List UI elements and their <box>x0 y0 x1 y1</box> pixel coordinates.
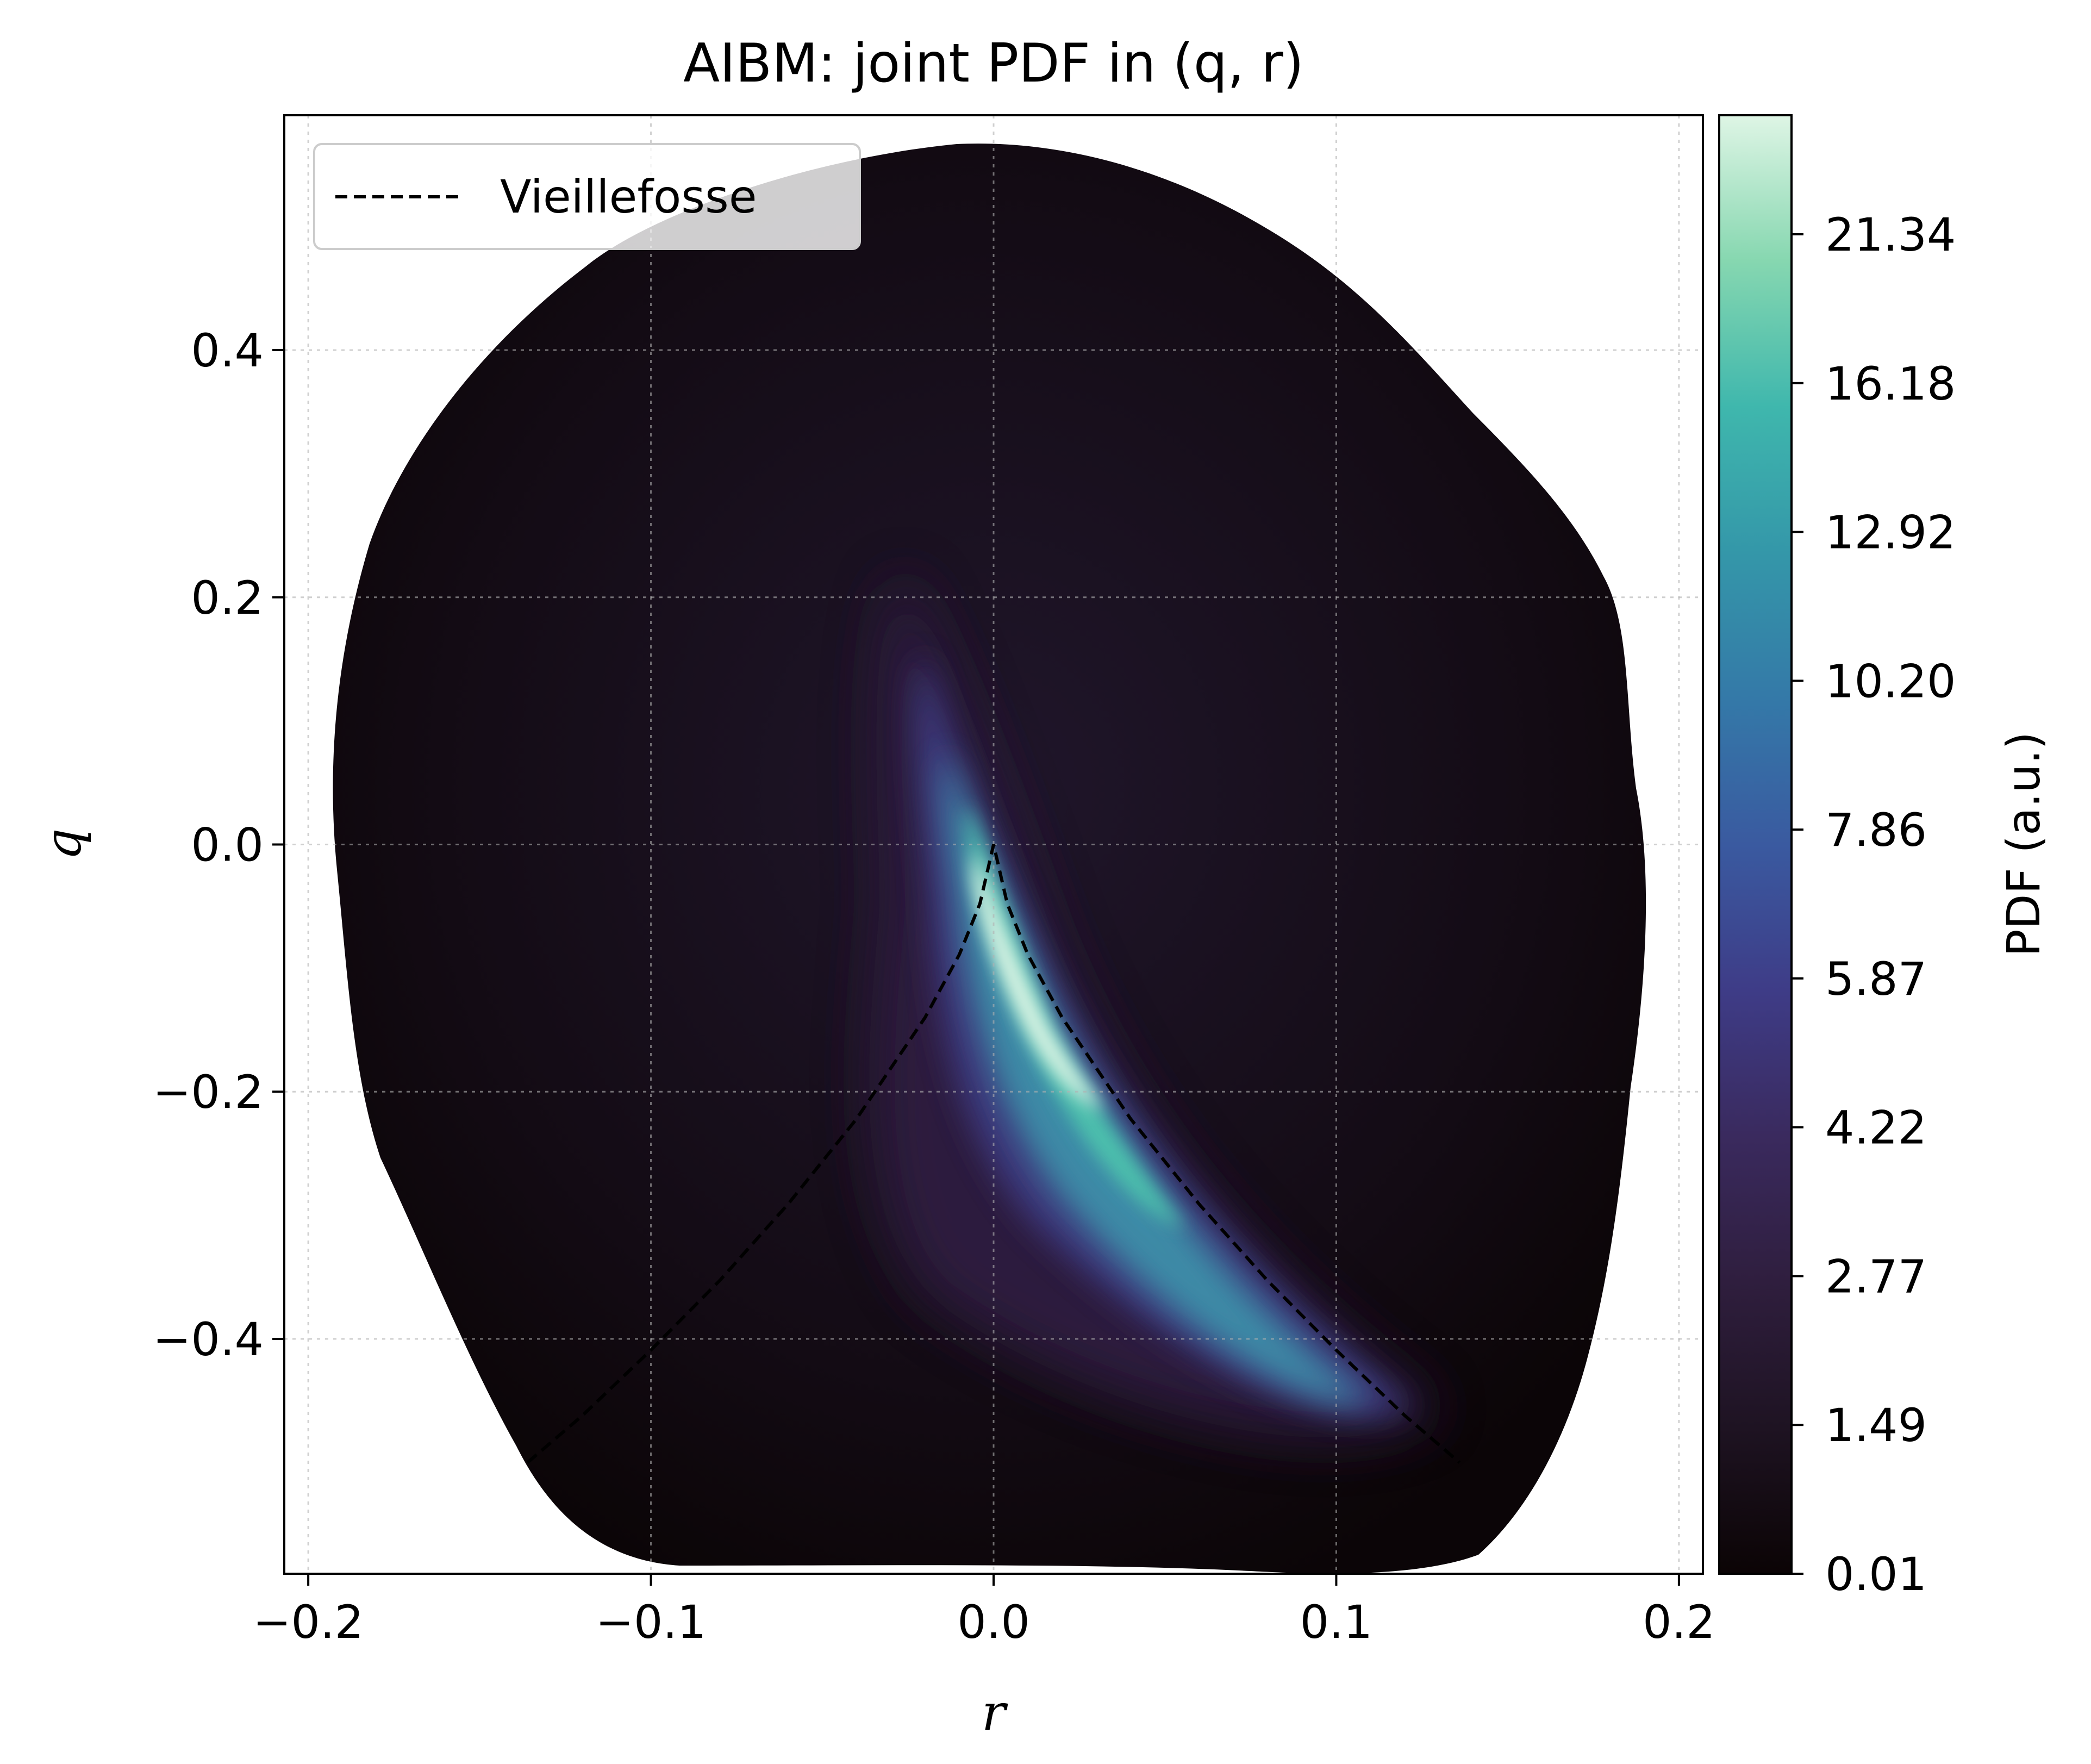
colorbar-tick-label: 12.92 <box>1825 506 1956 559</box>
density-field <box>333 144 1646 1574</box>
chart-title: AIBM: joint PDF in (q, r) <box>683 33 1304 95</box>
legend-entry-label: Vieillefosse <box>500 170 757 223</box>
y-axis-label: q <box>34 828 92 861</box>
colorbar-tick-label: 21.34 <box>1825 208 1956 261</box>
colorbar-tick-label: 4.22 <box>1825 1101 1927 1155</box>
x-tick-label: −0.2 <box>253 1595 364 1649</box>
y-tick-label: 0.0 <box>191 819 264 872</box>
density-crescent-inner <box>944 750 1370 1404</box>
colorbar-tick-label: 2.77 <box>1825 1250 1927 1303</box>
density-crescent-outer <box>869 571 1440 1438</box>
x-tick-label: 0.1 <box>1300 1595 1373 1649</box>
colorbar-label: PDF (a.u.) <box>1997 732 2050 957</box>
colorbar-tick-label: 5.87 <box>1825 952 1927 1006</box>
colorbar-tick-label: 0.01 <box>1825 1548 1927 1601</box>
y-axis: −0.4 −0.2 0.0 0.2 0.4 <box>153 324 284 1366</box>
colorbar: 0.01 1.49 2.77 4.22 5.87 7.86 10.20 12.92 16.18 2… <box>1718 114 2050 1601</box>
x-tick-label: 0.2 <box>1643 1595 1715 1649</box>
legend-box <box>313 143 861 250</box>
x-tick-label: 0.0 <box>957 1595 1030 1649</box>
y-tick-label: −0.2 <box>153 1065 264 1119</box>
legend: Vieillefosse <box>313 143 861 250</box>
density-crescent-mid <box>915 652 1413 1416</box>
colorbar-tick-label: 1.49 <box>1825 1399 1927 1452</box>
y-tick-label: −0.4 <box>153 1313 264 1366</box>
x-axis-label: r <box>982 1684 1008 1742</box>
colorbar-tick-label: 7.86 <box>1825 803 1927 857</box>
y-tick-label: 0.4 <box>191 324 264 377</box>
colorbar-tick-label: 10.20 <box>1825 655 1956 708</box>
vieillefosse-curve <box>526 844 1461 1464</box>
x-axis: −0.2 −0.1 0.0 0.1 0.2 <box>253 1574 1715 1649</box>
x-tick-label: −0.1 <box>596 1595 707 1649</box>
y-tick-label: 0.2 <box>191 571 264 625</box>
colorbar-gradient <box>1719 115 1792 1574</box>
colorbar-frame <box>1718 114 1793 1575</box>
colorbar-ticks: 0.01 1.49 2.77 4.22 5.87 7.86 10.20 12.92 16.18 2… <box>1792 208 1956 1601</box>
colorbar-tick-label: 16.18 <box>1825 357 1956 410</box>
